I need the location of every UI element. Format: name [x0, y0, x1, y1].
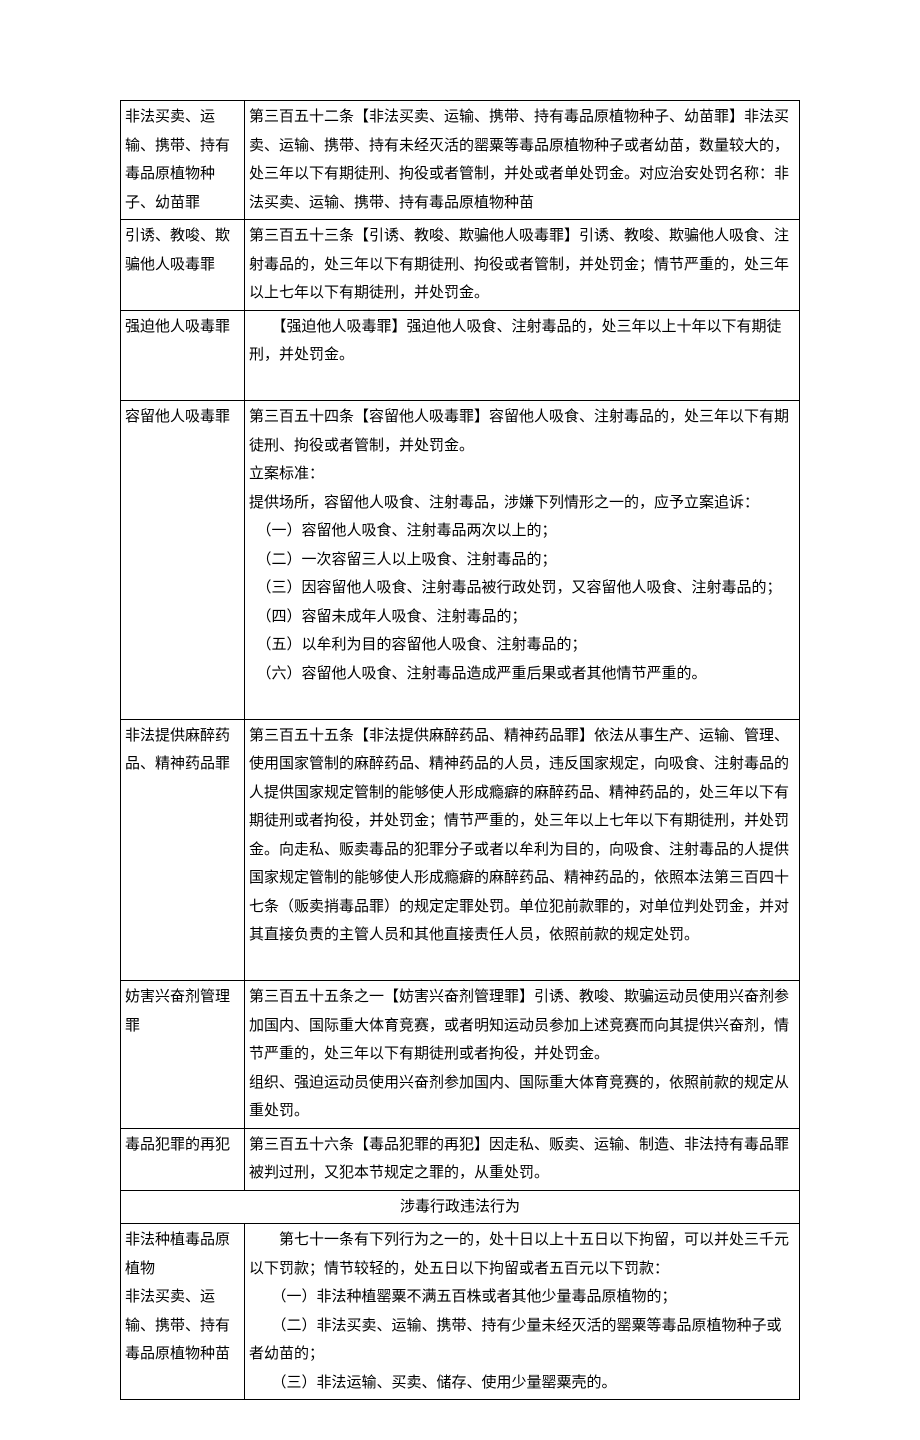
crime-name: 非法买卖、运输、携带、持有毒品原植物种子、幼苗罪 [125, 109, 230, 211]
page-container: 非法买卖、运输、携带、持有毒品原植物种子、幼苗罪 第三百五十二条【非法买卖、运输… [0, 0, 920, 1440]
crime-desc-cell: 第三百五十六条【毒品犯罪的再犯】因走私、贩卖、运输、制造、非法持有毒品罪被判过刑… [245, 1128, 800, 1190]
crime-desc-cell: 第三百五十三条【引诱、教唆、欺骗他人吸毒罪】引诱、教唆、欺骗他人吸食、注射毒品的… [245, 220, 800, 311]
table-row: 强迫他人吸毒罪 【强迫他人吸毒罪】强迫他人吸食、注射毒品的，处三年以上十年以下有… [121, 310, 800, 401]
law-table: 非法买卖、运输、携带、持有毒品原植物种子、幼苗罪 第三百五十二条【非法买卖、运输… [120, 100, 800, 1400]
table-row: 妨害兴奋剂管理罪 第三百五十五条之一【妨害兴奋剂管理罪】引诱、教唆、欺骗运动员使… [121, 981, 800, 1129]
crime-name-cell: 非法买卖、运输、携带、持有毒品原植物种子、幼苗罪 [121, 101, 245, 220]
table-row: 非法买卖、运输、携带、持有毒品原植物种子、幼苗罪 第三百五十二条【非法买卖、运输… [121, 101, 800, 220]
crime-name-cell: 容留他人吸毒罪 [121, 401, 245, 720]
crime-desc: 第三百五十五条【非法提供麻醉药品、精神药品罪】依法从事生产、运输、管理、使用国家… [249, 722, 795, 950]
crime-name-cell: 非法种植毒品原植物非法买卖、运输、携带、持有毒品原植物种苗 [121, 1224, 245, 1400]
crime-name-cell: 毒品犯罪的再犯 [121, 1128, 245, 1190]
crime-desc: 【强迫他人吸毒罪】强迫他人吸食、注射毒品的，处三年以上十年以下有期徒刑，并处罚金… [249, 319, 782, 364]
crime-name: 毒品犯罪的再犯 [125, 1137, 230, 1153]
table-row: 容留他人吸毒罪 第三百五十四条【容留他人吸毒罪】容留他人吸食、注射毒品的，处三年… [121, 401, 800, 720]
crime-name: 非法种植毒品原植物非法买卖、运输、携带、持有毒品原植物种苗 [125, 1226, 240, 1369]
crime-desc-cell: 第七十一条有下列行为之一的，处十日以上十五日以下拘留，可以并处三千元以下罚款；情… [245, 1224, 800, 1400]
section-header-row: 涉毒行政违法行为 [121, 1190, 800, 1224]
crime-desc-cell: 第三百五十五条之一【妨害兴奋剂管理罪】引诱、教唆、欺骗运动员使用兴奋剂参加国内、… [245, 981, 800, 1129]
crime-desc: 第三百五十二条【非法买卖、运输、携带、持有毒品原植物种子、幼苗罪】非法买卖、运输… [249, 109, 789, 211]
crime-desc-cell: 第三百五十四条【容留他人吸毒罪】容留他人吸食、注射毒品的，处三年以下有期徒刑、拘… [245, 401, 800, 720]
crime-desc: 第三百五十六条【毒品犯罪的再犯】因走私、贩卖、运输、制造、非法持有毒品罪被判过刑… [249, 1137, 789, 1182]
table-row: 非法种植毒品原植物非法买卖、运输、携带、持有毒品原植物种苗 第七十一条有下列行为… [121, 1224, 800, 1400]
crime-desc: 第三百五十三条【引诱、教唆、欺骗他人吸毒罪】引诱、教唆、欺骗他人吸食、注射毒品的… [249, 228, 789, 301]
crime-desc: 第三百五十四条【容留他人吸毒罪】容留他人吸食、注射毒品的，处三年以下有期徒刑、拘… [249, 403, 795, 688]
crime-name: 引诱、教唆、欺骗他人吸毒罪 [125, 228, 230, 273]
crime-name: 强迫他人吸毒罪 [125, 319, 230, 335]
table-body: 非法买卖、运输、携带、持有毒品原植物种子、幼苗罪 第三百五十二条【非法买卖、运输… [121, 101, 800, 1400]
section-header-cell: 涉毒行政违法行为 [121, 1190, 800, 1224]
crime-desc-cell: 【强迫他人吸毒罪】强迫他人吸食、注射毒品的，处三年以上十年以下有期徒刑，并处罚金… [245, 310, 800, 401]
crime-name-cell: 强迫他人吸毒罪 [121, 310, 245, 401]
crime-desc: 第三百五十五条之一【妨害兴奋剂管理罪】引诱、教唆、欺骗运动员使用兴奋剂参加国内、… [249, 983, 795, 1126]
crime-name-cell: 引诱、教唆、欺骗他人吸毒罪 [121, 220, 245, 311]
crime-desc: 第七十一条有下列行为之一的，处十日以上十五日以下拘留，可以并处三千元以下罚款；情… [249, 1226, 795, 1397]
crime-desc-cell: 第三百五十二条【非法买卖、运输、携带、持有毒品原植物种子、幼苗罪】非法买卖、运输… [245, 101, 800, 220]
table-row: 毒品犯罪的再犯 第三百五十六条【毒品犯罪的再犯】因走私、贩卖、运输、制造、非法持… [121, 1128, 800, 1190]
crime-name-cell: 妨害兴奋剂管理罪 [121, 981, 245, 1129]
crime-name: 非法提供麻醉药品、精神药品罪 [125, 728, 230, 773]
crime-name-cell: 非法提供麻醉药品、精神药品罪 [121, 719, 245, 981]
table-row: 引诱、教唆、欺骗他人吸毒罪 第三百五十三条【引诱、教唆、欺骗他人吸毒罪】引诱、教… [121, 220, 800, 311]
crime-name: 妨害兴奋剂管理罪 [125, 989, 230, 1034]
table-row: 非法提供麻醉药品、精神药品罪 第三百五十五条【非法提供麻醉药品、精神药品罪】依法… [121, 719, 800, 981]
section-header: 涉毒行政违法行为 [400, 1199, 520, 1215]
crime-desc-cell: 第三百五十五条【非法提供麻醉药品、精神药品罪】依法从事生产、运输、管理、使用国家… [245, 719, 800, 981]
crime-name: 容留他人吸毒罪 [125, 409, 230, 425]
